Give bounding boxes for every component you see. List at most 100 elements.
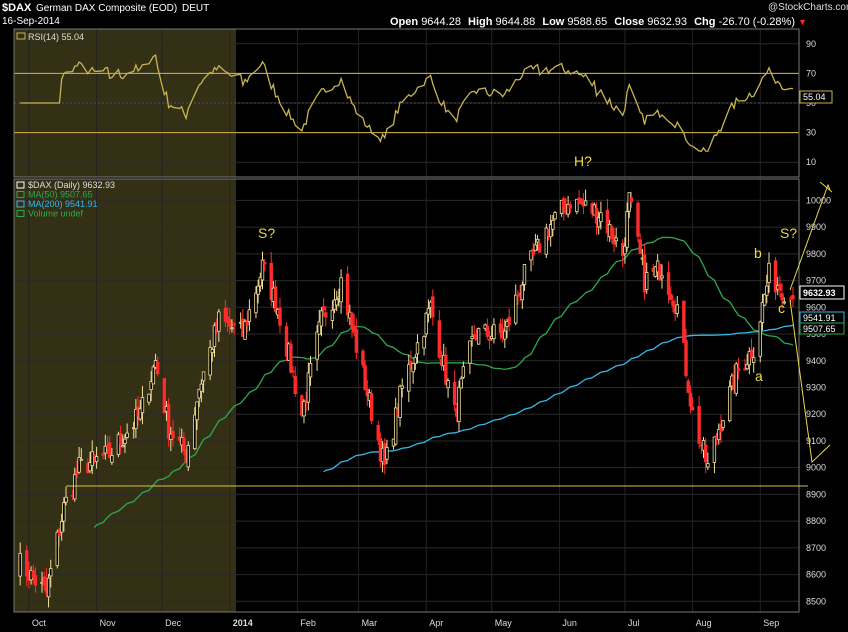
candle-up — [520, 284, 524, 301]
candle-up — [614, 237, 618, 242]
candle-down — [291, 370, 295, 373]
candle-up — [459, 378, 463, 389]
price-panel-border — [13, 178, 800, 613]
candle-down — [669, 293, 673, 300]
rsi-legend-icon — [16, 32, 26, 40]
x-tick-label: Feb — [300, 618, 316, 628]
candle-down — [101, 453, 105, 456]
candle-up — [623, 245, 627, 255]
chg-label: Chg — [694, 16, 716, 28]
price-tick-label: 8600 — [806, 570, 826, 580]
candle-down — [293, 376, 297, 395]
candle-up — [247, 309, 252, 322]
x-tick-label: May — [495, 618, 513, 628]
candle-down — [171, 430, 175, 439]
candle-down — [507, 316, 511, 326]
candle-up — [121, 445, 125, 448]
candle-up — [77, 457, 81, 473]
candle-up — [424, 312, 428, 335]
candle-up — [302, 401, 306, 417]
candle-down — [223, 307, 228, 322]
candle-down — [232, 323, 236, 326]
candle-down — [162, 378, 166, 414]
candle-down — [369, 393, 374, 422]
candle-down — [452, 381, 457, 406]
candle-up — [503, 330, 507, 340]
candle-down — [352, 325, 356, 333]
candle-up — [335, 299, 339, 306]
shaded-2013-price — [14, 179, 236, 612]
candle-up — [398, 385, 402, 418]
candle-up — [319, 310, 324, 327]
candle-down — [361, 350, 365, 366]
candle-up — [88, 462, 92, 472]
candle-up — [330, 309, 335, 321]
candle-up — [415, 342, 420, 355]
chart-date: 16-Sep-2014 — [2, 16, 60, 27]
candle-down — [778, 283, 782, 291]
low-label: Low — [542, 16, 565, 28]
candle-up — [712, 436, 717, 463]
annotation-c: c — [778, 300, 785, 316]
candle-up — [767, 262, 771, 283]
close-value: 9632.93 — [647, 16, 688, 28]
open-value: 9644.28 — [421, 16, 461, 28]
candle-down — [610, 226, 614, 240]
candle-up — [461, 366, 466, 378]
candle-up — [110, 454, 114, 463]
candle-up — [18, 553, 22, 577]
candle-up — [393, 407, 398, 445]
rsi-line — [20, 53, 794, 152]
candle-up — [308, 362, 313, 378]
candle-down — [671, 300, 675, 307]
candle-up — [758, 321, 762, 357]
candle-up — [260, 259, 265, 281]
candle-up — [64, 496, 68, 503]
x-tick-label: Aug — [696, 618, 712, 628]
candle-up — [734, 363, 738, 394]
exchange-label: DEUT — [182, 3, 210, 14]
rsi-panel-border — [13, 28, 800, 178]
candle-up — [62, 502, 66, 522]
candle-up — [73, 474, 77, 500]
candle-up — [79, 458, 84, 461]
candle-up — [583, 200, 588, 206]
price-tick-label: 8900 — [806, 489, 826, 499]
candle-up — [533, 244, 538, 252]
candle-down — [568, 204, 573, 209]
candle-down — [690, 406, 695, 411]
annotation-b: b — [754, 245, 762, 261]
price-legend-item: MA(50) 9507.65 — [28, 190, 93, 200]
x-tick-label: Jun — [562, 618, 577, 628]
candle-down — [791, 295, 795, 299]
candle-down — [118, 433, 123, 445]
candle-down — [431, 296, 435, 318]
ohlc-readout: Open 9644.28 High 9644.88 Low 9588.65 Cl… — [390, 16, 807, 28]
rsi-legend: RSI(14) 55.04 — [16, 32, 84, 42]
candle-up — [535, 238, 540, 243]
candle-down — [25, 550, 29, 577]
candle-up — [645, 272, 649, 290]
candle-down — [682, 300, 686, 343]
rsi-value-tag-bg — [799, 90, 833, 104]
candle-up — [470, 336, 474, 339]
candle-up — [103, 445, 108, 454]
candle-down — [269, 262, 273, 300]
projection-arrow-upper — [819, 181, 833, 193]
candle-up — [492, 324, 496, 340]
down-triangle-icon: ▼ — [798, 17, 807, 27]
candle-up — [522, 264, 527, 285]
candle-up — [407, 364, 411, 392]
price-tick-label: 10000 — [806, 195, 831, 205]
candle-up — [210, 348, 214, 354]
candle-up — [752, 357, 756, 363]
candle-up — [243, 321, 247, 340]
candle-up — [256, 285, 260, 295]
candle-down — [562, 198, 566, 210]
candle-down — [688, 392, 693, 407]
candle-down — [629, 197, 634, 203]
candle-up — [197, 388, 201, 399]
candle-up — [675, 304, 679, 314]
x-tick-label: Sep — [763, 618, 779, 628]
candle-up — [258, 276, 263, 287]
